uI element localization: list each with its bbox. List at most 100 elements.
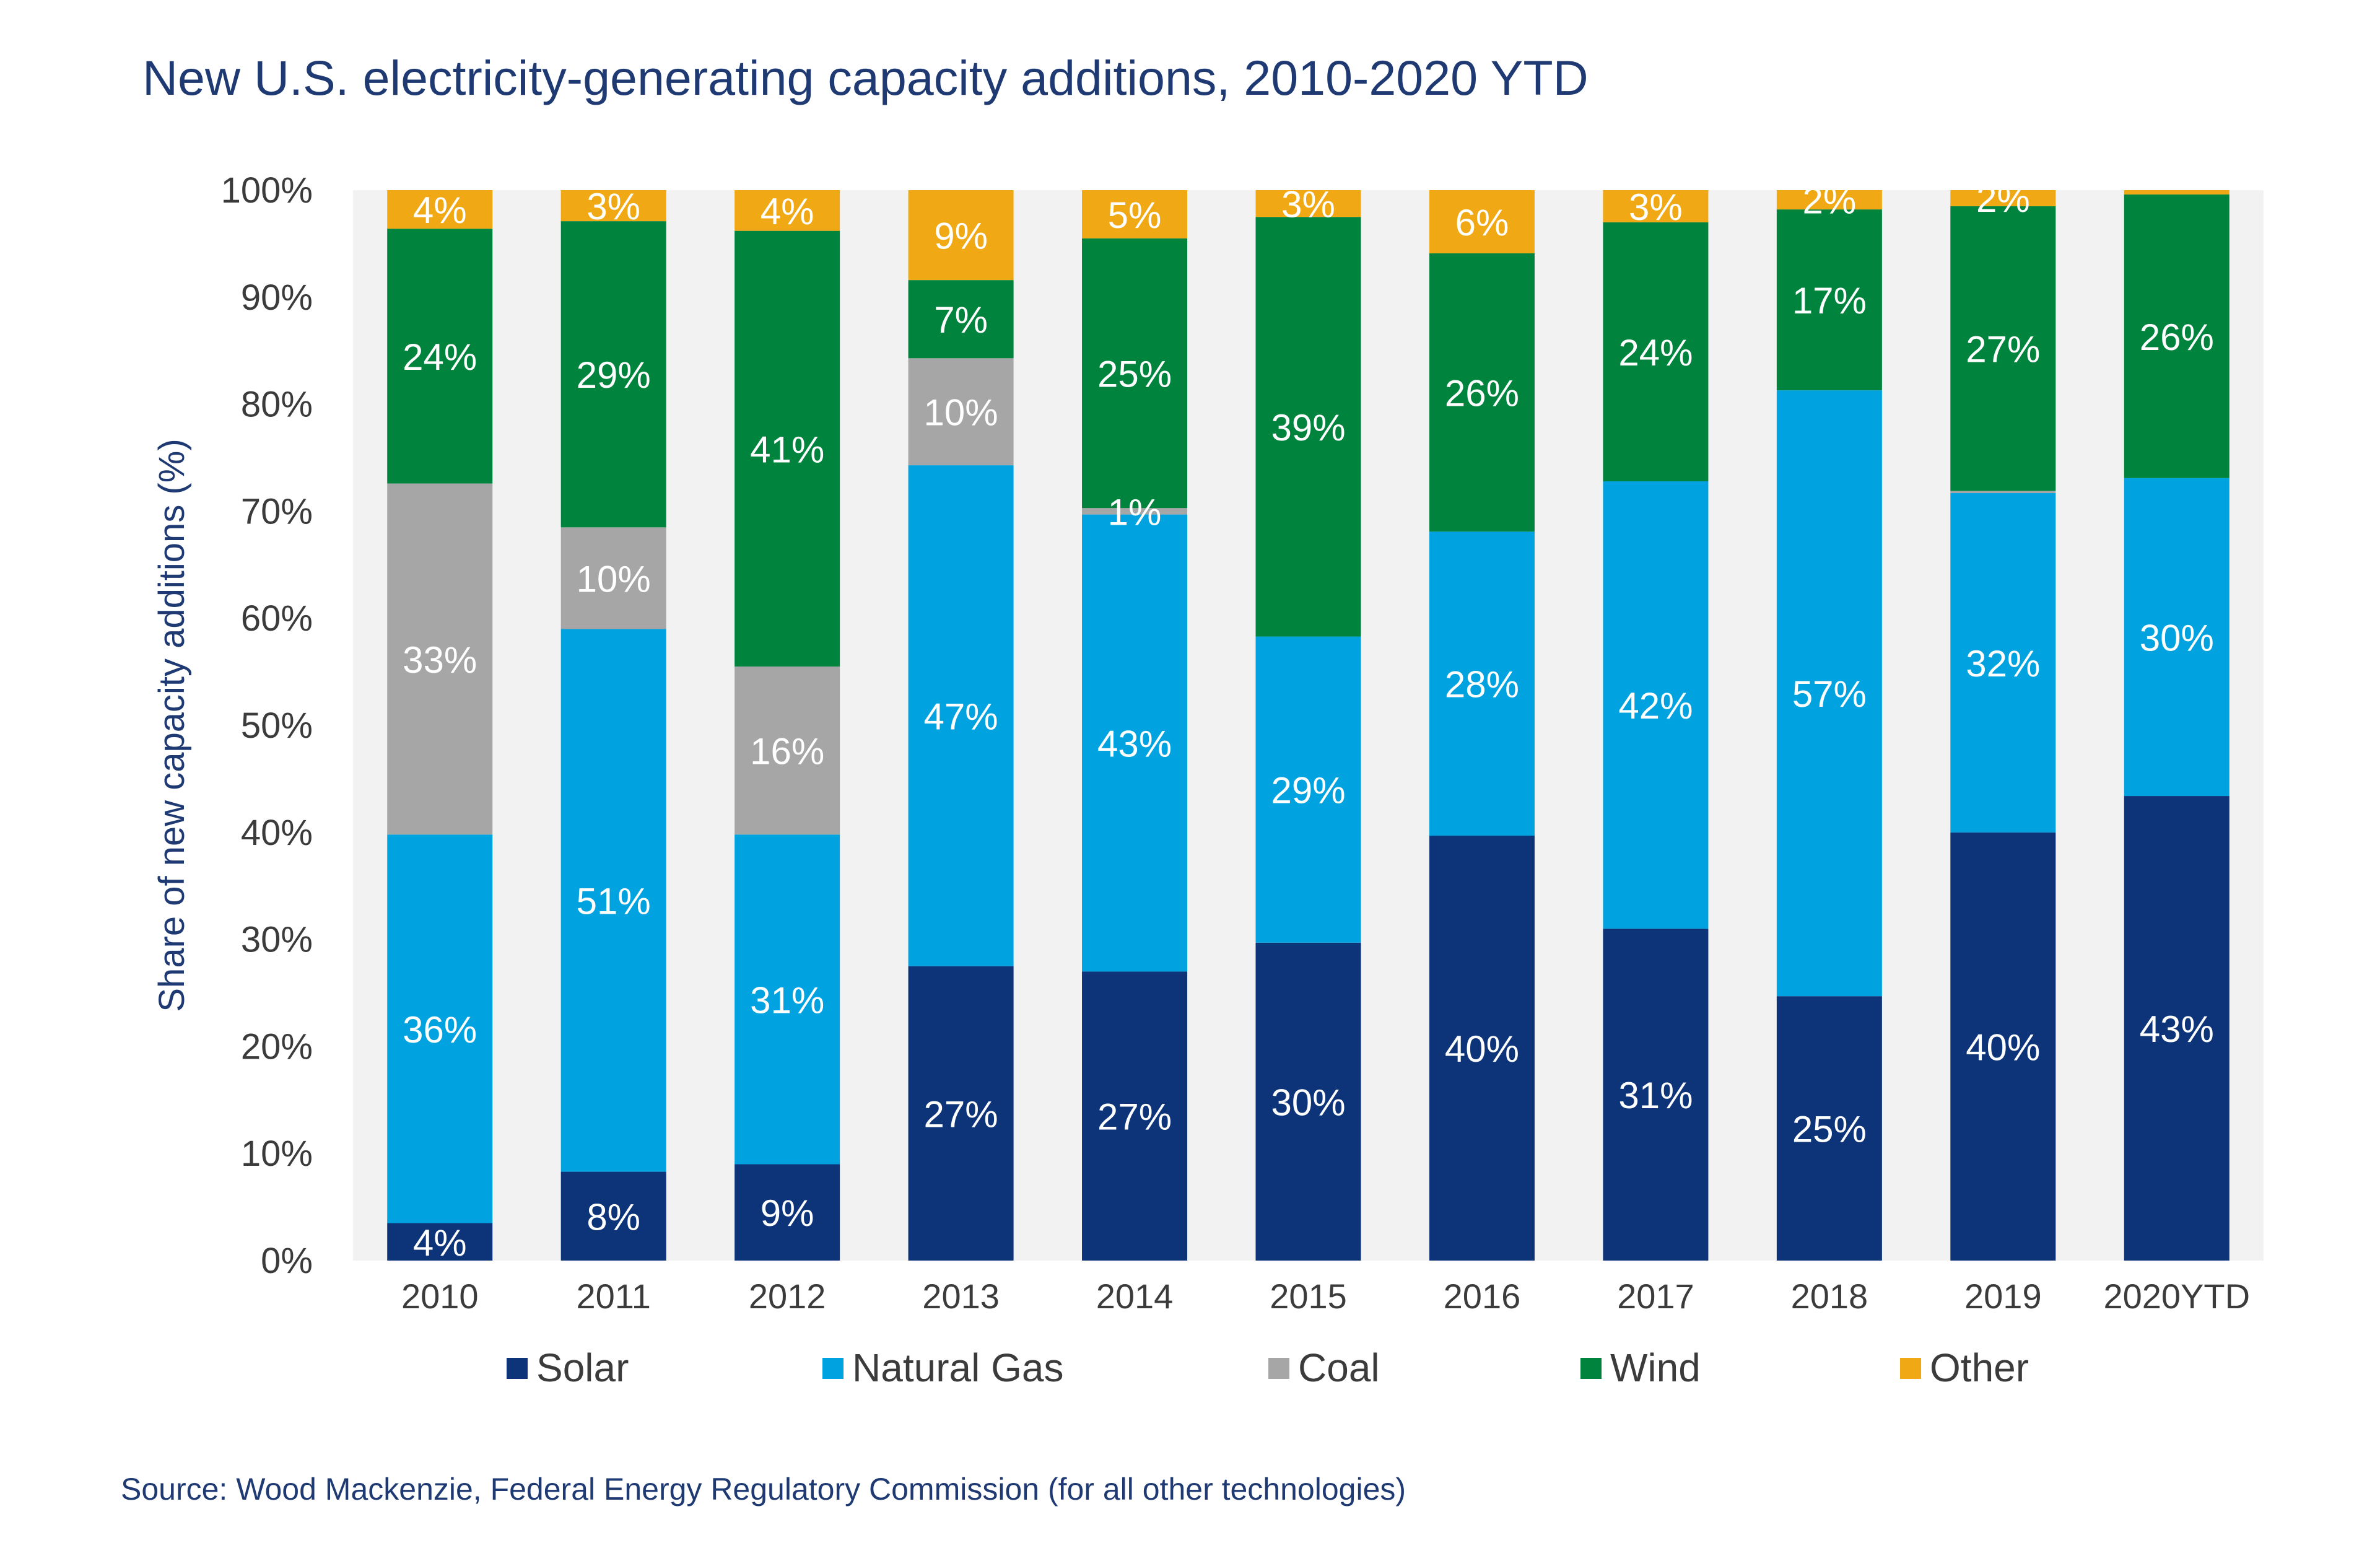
data-label: 27%: [924, 1093, 998, 1135]
legend-item-wind: Wind: [1580, 1345, 1701, 1390]
bar-segment-natural-gas: [560, 629, 666, 1172]
bar-stack: 40% 32% 27% 2%: [1950, 178, 2056, 1261]
bar-segment-wind: [1603, 222, 1709, 482]
data-label: 43%: [1097, 724, 1172, 765]
data-label: 1%: [1108, 491, 1162, 533]
y-tick-label: 30%: [241, 920, 313, 960]
data-label: 28%: [1445, 664, 1519, 706]
bar-segment-wind: [908, 280, 1014, 359]
bar-segment-solar: [734, 1164, 840, 1261]
bar-segment-natural-gas: [1950, 493, 2056, 833]
bar-segment-solar: [2124, 796, 2230, 1261]
data-label: 32%: [1966, 643, 2040, 684]
x-tick-label: 2018: [1791, 1277, 1868, 1316]
x-tick-label: 2015: [1270, 1277, 1347, 1316]
data-label: 30%: [2140, 617, 2214, 658]
data-label: 25%: [1097, 353, 1172, 395]
legend-item-solar: Solar: [507, 1345, 629, 1390]
legend-swatch: [1900, 1358, 1921, 1379]
legend-item-natural-gas: Natural Gas: [822, 1345, 1063, 1390]
data-label: 16%: [750, 731, 824, 772]
data-label: 10%: [924, 392, 998, 434]
bar-segment-wind: [560, 221, 666, 528]
bar-segment-wind: [1082, 238, 1188, 509]
x-tick-label: 2014: [1096, 1277, 1174, 1316]
bar-stack: 4% 36% 33% 24% 4%: [387, 190, 493, 1264]
bar-segment-natural-gas: [387, 834, 493, 1223]
bar-segment-solar: [1950, 832, 2056, 1261]
data-label: 3%: [1281, 184, 1335, 225]
bars: 4% 36% 33% 24% 4% 8% 51% 10% 29% 3% 9% 31% 16% 41% 4% 2…: [387, 178, 2230, 1264]
legend-label: Wind: [1610, 1345, 1701, 1390]
bar-segment-other: [2124, 190, 2230, 195]
bar-segment-solar: [908, 966, 1014, 1261]
data-label: 43%: [2140, 1008, 2214, 1050]
bar-segment-solar: [1776, 996, 1882, 1261]
bar-segment-wind: [1429, 253, 1535, 532]
data-label: 6%: [1455, 202, 1509, 243]
x-tick-label: 2013: [922, 1277, 1000, 1316]
legend-label: Solar: [536, 1345, 629, 1390]
data-label: 29%: [577, 354, 651, 396]
legend-label: Coal: [1298, 1345, 1380, 1390]
bar-segment-solar: [1429, 835, 1535, 1261]
data-label: 31%: [750, 979, 824, 1021]
bar-stack: 43% 30% 26%: [2124, 190, 2230, 1261]
data-label: 40%: [1445, 1028, 1519, 1070]
data-label: 39%: [1271, 407, 1345, 448]
bar-segment-other: [387, 190, 493, 229]
data-label: 3%: [1629, 186, 1683, 228]
data-label: 9%: [761, 1192, 814, 1234]
data-label: 42%: [1618, 685, 1693, 727]
bar-segment-coal: [1950, 491, 2056, 494]
bar-segment-solar: [1603, 929, 1709, 1261]
bar-segment-natural-gas: [734, 834, 840, 1165]
bar-segment-solar: [1255, 942, 1361, 1261]
data-label: 9%: [934, 216, 988, 257]
bar-stack: 27% 47% 10% 7% 9%: [908, 190, 1014, 1261]
data-label: 47%: [924, 696, 998, 737]
data-label: 4%: [761, 191, 814, 232]
bar-segment-coal: [1082, 508, 1188, 515]
legend: Solar Natural Gas Coal Wind Other: [507, 1345, 2029, 1390]
data-label: 10%: [577, 558, 651, 600]
bar-segment-coal: [560, 527, 666, 629]
data-label: 27%: [1966, 329, 2040, 370]
x-tick-label: 2016: [1444, 1277, 1521, 1316]
data-label: 33%: [403, 639, 477, 681]
data-label: 24%: [1618, 332, 1693, 374]
x-tick-label: 2019: [1964, 1277, 2042, 1316]
data-label: 5%: [1108, 195, 1162, 236]
bar-segment-other: [908, 190, 1014, 281]
legend-label: Other: [1930, 1345, 2029, 1390]
y-tick-label: 10%: [241, 1134, 313, 1174]
data-label: 57%: [1792, 673, 1867, 715]
y-tick-label: 70%: [241, 491, 313, 531]
bar-segment-natural-gas: [1776, 390, 1882, 997]
bar-segment-wind: [1950, 206, 2056, 491]
data-label: 26%: [1445, 373, 1519, 414]
data-label: 30%: [1271, 1082, 1345, 1123]
bar-segment-wind: [1776, 209, 1882, 391]
bar-stack: 40% 28% 26% 6%: [1429, 190, 1535, 1261]
bar-segment-other: [1950, 190, 2056, 206]
legend-label: Natural Gas: [852, 1345, 1063, 1390]
data-label: 17%: [1792, 280, 1867, 321]
bar-segment-other: [1429, 190, 1535, 253]
y-tick-label: 80%: [241, 385, 313, 425]
x-tick-label: 2011: [576, 1277, 650, 1316]
data-label: 51%: [577, 881, 651, 922]
data-label: 40%: [1966, 1026, 2040, 1068]
x-tick-label: 2020YTD: [2103, 1277, 2250, 1316]
y-axis-title: Share of new capacity additions (%): [152, 439, 192, 1012]
bar-segment-wind: [734, 230, 840, 667]
data-label: 25%: [1792, 1109, 1867, 1150]
x-tick-label: 2010: [401, 1277, 479, 1316]
bar-segment-natural-gas: [1082, 514, 1188, 972]
bar-stack: 30% 29% 39% 3%: [1255, 184, 1361, 1261]
bar-segment-other: [1776, 190, 1882, 210]
chart-title: New U.S. electricity-generating capacity…: [142, 50, 1589, 105]
y-tick-label: 40%: [241, 813, 313, 853]
x-axis-ticks: 2010 2011 2012 2013 2014 2015 2016 2017 2018 2019…: [401, 1277, 2250, 1316]
